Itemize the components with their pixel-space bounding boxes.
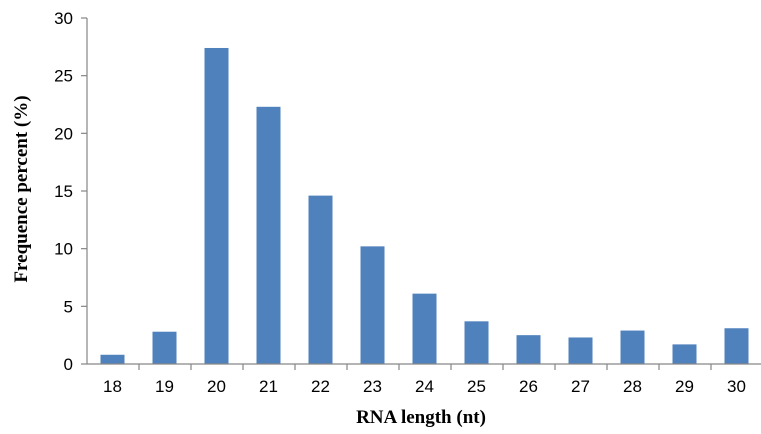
y-tick-label: 15 — [54, 182, 73, 201]
bar-22 — [308, 195, 333, 364]
bar-19 — [152, 331, 177, 364]
bars — [100, 47, 749, 365]
bar-20 — [204, 47, 229, 365]
bar-27 — [568, 337, 593, 364]
y-tick-label: 20 — [54, 124, 73, 143]
bar-23 — [360, 246, 385, 364]
bar-24 — [412, 293, 437, 364]
x-tick-label: 20 — [207, 377, 226, 396]
y-axis-title: Frequence percent (%) — [11, 95, 32, 282]
x-tick-label: 21 — [259, 377, 278, 396]
bar-18 — [100, 354, 125, 364]
y-axis-ticks: 0 5 10 15 20 25 30 — [54, 9, 87, 374]
x-tick-label: 27 — [571, 377, 590, 396]
x-tick-label: 19 — [155, 377, 174, 396]
bar-21 — [256, 106, 281, 364]
x-axis-ticks: 18 19 20 21 22 23 24 25 26 27 28 29 30 — [103, 364, 746, 396]
bar-29 — [672, 344, 697, 364]
x-tick-label: 22 — [311, 377, 330, 396]
bar-28 — [620, 330, 645, 364]
y-tick-label: 5 — [64, 297, 73, 316]
x-tick-label: 23 — [363, 377, 382, 396]
bar-25 — [464, 321, 489, 364]
bar-30 — [724, 328, 749, 364]
x-tick-label: 26 — [519, 377, 538, 396]
bar-26 — [516, 335, 541, 364]
y-tick-label: 30 — [54, 9, 73, 28]
x-axis-title: RNA length (nt) — [356, 407, 486, 428]
x-tick-label: 29 — [675, 377, 694, 396]
x-tick-label: 24 — [415, 377, 434, 396]
y-tick-label: 25 — [54, 67, 73, 86]
y-tick-label: 0 — [64, 355, 73, 374]
x-tick-label: 28 — [623, 377, 642, 396]
x-tick-label: 25 — [467, 377, 486, 396]
x-tick-label: 18 — [103, 377, 122, 396]
x-tick-label: 30 — [727, 377, 746, 396]
y-tick-label: 10 — [54, 240, 73, 259]
